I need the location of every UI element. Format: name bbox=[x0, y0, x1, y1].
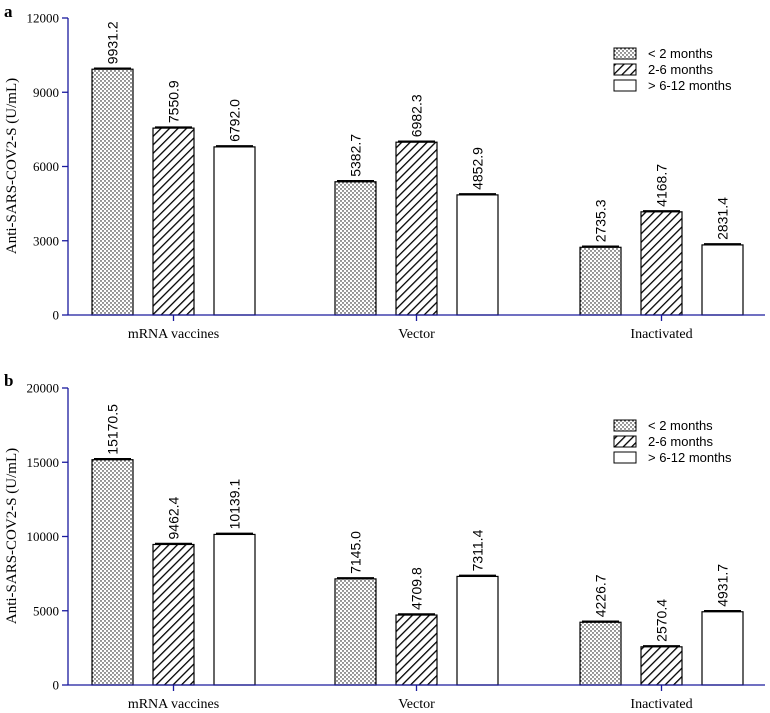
y-tick-label: 5000 bbox=[33, 603, 59, 618]
legend-label: < 2 months bbox=[648, 46, 713, 61]
data-label: 4931.7 bbox=[715, 564, 731, 607]
legend-label: 2-6 months bbox=[648, 434, 714, 449]
x-tick-label: mRNA vaccines bbox=[128, 327, 219, 342]
legend-label: 2-6 months bbox=[648, 62, 714, 77]
y-axis-label: Anti-SARS-COV2-S (U/mL) bbox=[4, 448, 20, 624]
legend-label: > 6-12 months bbox=[648, 78, 732, 93]
bar bbox=[456, 194, 499, 316]
legend-swatch bbox=[613, 451, 637, 464]
bar bbox=[395, 141, 438, 316]
bar bbox=[334, 578, 377, 686]
bar bbox=[152, 543, 195, 686]
y-tick-label: 6000 bbox=[33, 159, 59, 174]
bar bbox=[701, 611, 744, 686]
data-label: 2735.3 bbox=[593, 199, 609, 242]
bar bbox=[579, 246, 622, 316]
legend-swatch bbox=[613, 435, 637, 448]
panel-a: a Anti-SARS-COV2-S (U/mL) 9931.2 5382.7 2735… bbox=[4, 2, 765, 342]
y-tick-label: 3000 bbox=[33, 233, 59, 248]
data-label: 6982.3 bbox=[409, 94, 425, 137]
legend-label: < 2 months bbox=[648, 418, 713, 433]
y-axis-label: Anti-SARS-COV2-S (U/mL) bbox=[4, 78, 20, 254]
panel-letter: a bbox=[4, 2, 13, 21]
legend-swatch bbox=[613, 419, 637, 432]
data-label: 9931.2 bbox=[105, 21, 121, 64]
x-tick-label: mRNA vaccines bbox=[128, 697, 219, 712]
y-tick-label: 9000 bbox=[33, 85, 59, 100]
data-label: 7550.9 bbox=[166, 80, 182, 123]
legend-swatch bbox=[613, 47, 637, 60]
data-label: 5382.7 bbox=[348, 134, 364, 177]
bar bbox=[579, 621, 622, 686]
bar bbox=[91, 68, 134, 316]
panel-letter: b bbox=[4, 371, 13, 390]
bar bbox=[334, 181, 377, 316]
bar bbox=[395, 614, 438, 686]
y-tick-label: 0 bbox=[53, 678, 60, 693]
panel-b: b Anti-SARS-COV2-S (U/mL) 15170.5 7145.0 422… bbox=[4, 371, 765, 712]
bar bbox=[213, 146, 256, 316]
data-label: 10139.1 bbox=[227, 479, 243, 530]
data-label: 4168.7 bbox=[654, 164, 670, 207]
data-label: 4709.8 bbox=[409, 567, 425, 610]
data-label: 4226.7 bbox=[593, 574, 609, 617]
data-label: 4852.9 bbox=[470, 147, 486, 190]
bar bbox=[456, 575, 499, 686]
bar bbox=[91, 459, 134, 686]
data-label: 15170.5 bbox=[105, 404, 121, 455]
y-tick-label: 0 bbox=[53, 308, 60, 323]
x-tick-label: Vector bbox=[398, 327, 435, 342]
y-tick-label: 12000 bbox=[27, 11, 60, 26]
data-label: 2570.4 bbox=[654, 599, 670, 642]
bar bbox=[152, 127, 195, 316]
y-tick-label: 10000 bbox=[27, 529, 60, 544]
x-tick-label: Vector bbox=[398, 697, 435, 712]
bar bbox=[701, 244, 744, 316]
legend-label: > 6-12 months bbox=[648, 450, 732, 465]
bar bbox=[640, 211, 683, 316]
y-tick-label: 15000 bbox=[27, 455, 60, 470]
legend-swatch bbox=[613, 79, 637, 92]
data-label: 7145.0 bbox=[348, 531, 364, 574]
data-label: 7311.4 bbox=[470, 529, 486, 571]
x-tick-label: Inactivated bbox=[630, 697, 692, 712]
y-tick-label: 20000 bbox=[27, 381, 60, 396]
bar bbox=[213, 533, 256, 686]
x-tick-label: Inactivated bbox=[630, 327, 692, 342]
data-label: 6792.0 bbox=[227, 99, 243, 142]
legend-swatch bbox=[613, 63, 637, 76]
bar bbox=[640, 646, 683, 686]
data-label: 9462.4 bbox=[166, 496, 182, 539]
data-label: 2831.4 bbox=[715, 197, 731, 240]
